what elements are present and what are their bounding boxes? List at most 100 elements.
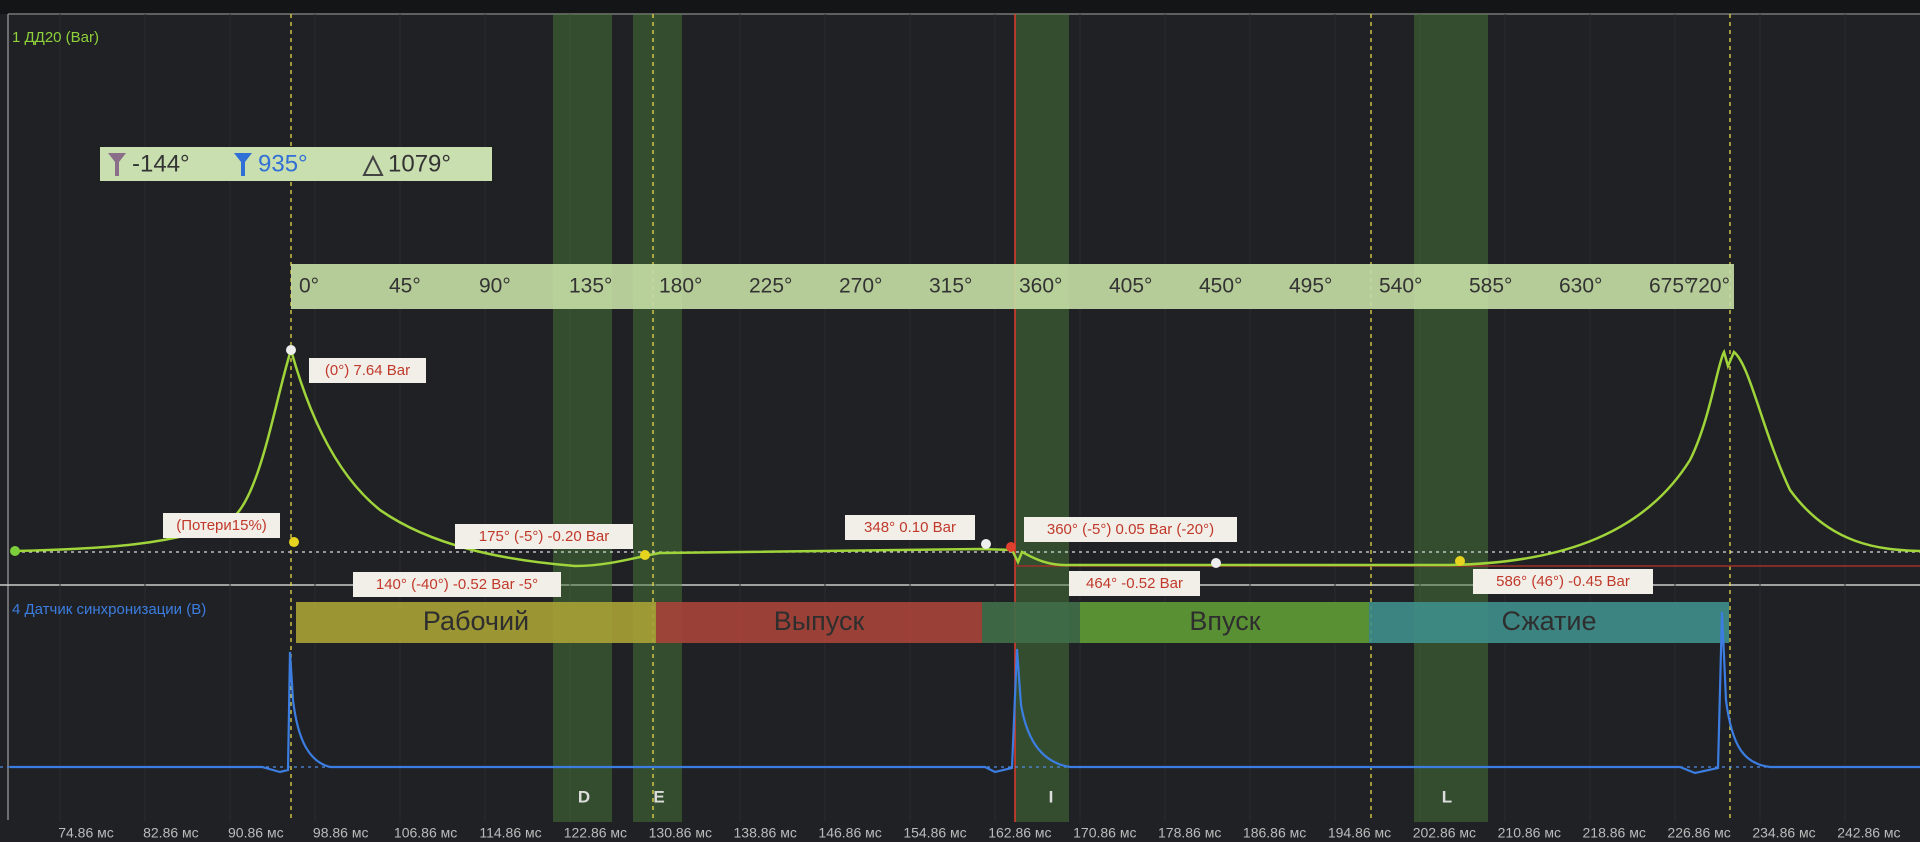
- time-label: 170.86 мс: [1073, 825, 1136, 841]
- phase-segment: [1369, 602, 1729, 643]
- phase-label: Сжатие: [1501, 606, 1596, 636]
- time-label: 242.86 мс: [1837, 825, 1900, 841]
- sync-trace: [10, 611, 1920, 775]
- angle-label: 45°: [389, 275, 421, 298]
- annotation: (Потери15%): [176, 517, 267, 534]
- phase-bar: [296, 602, 1729, 643]
- time-label: 74.86 мс: [58, 825, 114, 841]
- angle-label: 675°: [1649, 275, 1692, 298]
- delta-icon: [362, 154, 384, 176]
- point-dot: [1006, 542, 1016, 552]
- annotation: (0°) 7.64 Bar: [325, 362, 410, 379]
- top-bar: [0, 0, 1920, 14]
- angle-label: 0°: [299, 275, 319, 298]
- markers-dots: [10, 345, 1465, 568]
- annotation-box: [163, 513, 280, 538]
- point-dot: [1211, 558, 1221, 568]
- phase-label: Рабочий: [423, 606, 529, 636]
- point-dot: [289, 537, 299, 547]
- time-label: 154.86 мс: [903, 825, 966, 841]
- channel-label: 1 ДД20 (Bar): [12, 29, 99, 46]
- angle-label: 180°: [659, 275, 702, 298]
- angle-label: 630°: [1559, 275, 1602, 298]
- phase-label: Впуск: [1189, 606, 1260, 636]
- point-dot: [286, 345, 296, 355]
- time-label: 114.86 мс: [479, 825, 541, 841]
- angle-label: 225°: [749, 275, 792, 298]
- green-bands: [553, 14, 1488, 822]
- angle-label: 540°: [1379, 275, 1422, 298]
- angle-label: 315°: [929, 275, 972, 298]
- phase-label: Выпуск: [774, 606, 865, 636]
- time-label: 226.86 мс: [1667, 825, 1730, 841]
- pressure-trace: [14, 345, 1920, 568]
- annotation-box: [1024, 517, 1237, 542]
- time-label: 90.86 мс: [228, 825, 284, 841]
- time-label: 106.86 мс: [394, 825, 457, 841]
- annotation-box: [1473, 569, 1653, 594]
- angle-label: 270°: [839, 275, 882, 298]
- time-label: 82.86 мс: [143, 825, 199, 841]
- marker-label: E: [653, 787, 664, 806]
- angle-label: 450°: [1199, 275, 1242, 298]
- angle-label: 135°: [569, 275, 612, 298]
- time-label: 130.86 мс: [649, 825, 712, 841]
- point-dot: [1455, 556, 1465, 566]
- time-label: 218.86 мс: [1583, 825, 1646, 841]
- marker-label: D: [578, 787, 590, 806]
- phase-segment: [656, 602, 982, 643]
- angle-label: 360°: [1019, 275, 1062, 298]
- time-label: 98.86 мс: [313, 825, 369, 841]
- cursor-a-icon: [108, 153, 126, 176]
- marker-label: I: [1049, 787, 1054, 806]
- green-band: [1015, 14, 1069, 822]
- angle-label: 90°: [479, 275, 511, 298]
- green-band: [553, 14, 612, 822]
- annotation: 140° (-40°) -0.52 Bar -5°: [376, 576, 538, 593]
- green-band: [1414, 14, 1488, 822]
- annotation: 464° -0.52 Bar: [1086, 575, 1183, 592]
- texts: Рабочий Выпуск Впуск Сжатие 1 ДД20 (Bar) 4 Да…: [12, 29, 1901, 841]
- annotation-box: [309, 358, 426, 383]
- time-label: 122.86 мс: [564, 825, 627, 841]
- time-label: 162.86 мс: [988, 825, 1051, 841]
- angle-label: 405°: [1109, 275, 1152, 298]
- cursor-b-icon: [234, 153, 252, 176]
- annotation: 586° (46°) -0.45 Bar: [1496, 573, 1630, 590]
- time-label: 202.86 мс: [1413, 825, 1476, 841]
- point-dot: [981, 539, 991, 549]
- cursor-lines: [290, 14, 1731, 822]
- channel-label: 4 Датчик синхронизации (В): [12, 601, 206, 618]
- angle-ruler: [291, 264, 1734, 309]
- annotation-box: [455, 524, 633, 549]
- annotation-box: [1069, 571, 1200, 596]
- angle-label: 585°: [1469, 275, 1512, 298]
- time-label: 146.86 мс: [818, 825, 881, 841]
- time-label: 194.86 мс: [1328, 825, 1391, 841]
- annotation: 348° 0.10 Bar: [864, 519, 956, 536]
- time-label: 138.86 мс: [734, 825, 797, 841]
- time-label: 186.86 мс: [1243, 825, 1306, 841]
- cursor-readout: 935°: [258, 150, 308, 177]
- phase-segment: [1080, 602, 1369, 643]
- time-label: 234.86 мс: [1752, 825, 1815, 841]
- marker-label: L: [1442, 787, 1452, 806]
- point-dot: [640, 550, 650, 560]
- phase-segment: [296, 602, 656, 643]
- point-dot: [10, 546, 20, 556]
- annotation-box: [845, 515, 975, 540]
- phase-segment: [982, 602, 1080, 643]
- annotation: 175° (-5°) -0.20 Bar: [479, 528, 609, 545]
- green-band: [633, 14, 682, 822]
- cursor-readout: 1079°: [388, 150, 451, 177]
- cursor-panel: [100, 147, 492, 181]
- annotation: 360° (-5°) 0.05 Bar (-20°): [1047, 521, 1214, 538]
- annotation-box: [353, 572, 561, 597]
- angle-label: 495°: [1289, 275, 1332, 298]
- cursor-readout: -144°: [132, 150, 190, 177]
- angle-label: 720°: [1687, 275, 1730, 298]
- time-label: 178.86 мс: [1158, 825, 1221, 841]
- time-label: 210.86 мс: [1498, 825, 1561, 841]
